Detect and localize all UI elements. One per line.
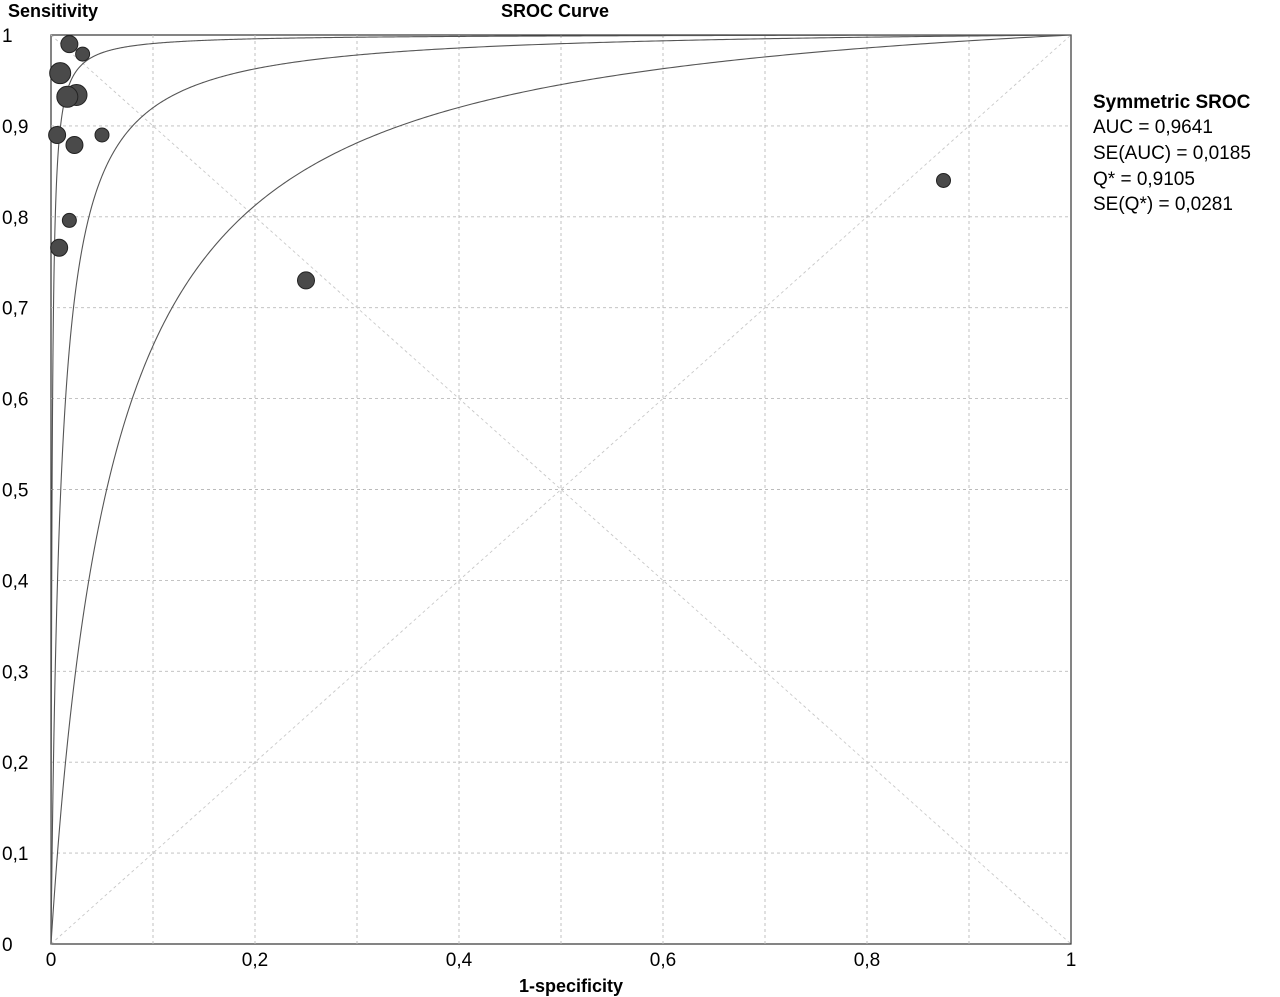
data-point [297, 271, 315, 290]
x-axis-label: 1-specificity [519, 976, 623, 996]
data-point [61, 212, 77, 228]
sroc-confidence-curve [50, 34, 1072, 945]
x-tick-label: 0 [46, 950, 57, 971]
y-tick-label: 0,9 [2, 117, 28, 138]
data-point [936, 172, 951, 188]
y-tick-label: 0,7 [2, 299, 28, 320]
y-tick-label: 0,8 [2, 208, 28, 229]
stats-auc: AUC = 0,9641 [1093, 117, 1213, 138]
sroc-confidence-curve [50, 34, 1071, 944]
data-point [48, 125, 67, 144]
x-tick-label: 0,6 [650, 950, 676, 971]
x-tick-label: 1 [1066, 950, 1077, 971]
y-tick-label: 0,4 [2, 571, 29, 592]
data-point [50, 238, 69, 257]
chart-title: SROC Curve [501, 1, 609, 21]
x-tick-label: 0,4 [446, 950, 473, 971]
stats-q-star: Q* = 0,9105 [1093, 169, 1195, 190]
sroc-fit-curve [50, 34, 1071, 944]
stats-heading: Symmetric SROC [1093, 92, 1251, 113]
y-tick-label: 0 [2, 935, 13, 956]
gridlines [51, 35, 1071, 944]
sroc-curves [50, 34, 1072, 945]
x-tick-label: 0,2 [242, 950, 268, 971]
data-point [94, 127, 110, 143]
stats-se-auc: SE(AUC) = 0,0185 [1093, 143, 1251, 164]
data-point [49, 62, 72, 85]
data-point [60, 35, 79, 54]
stats-panel: Symmetric SROC AUC = 0,9641 SE(AUC) = 0,… [1093, 92, 1251, 215]
y-tick-label: 1 [2, 26, 13, 47]
x-tick-label: 0,8 [854, 950, 880, 971]
y-axis-label: Sensitivity [8, 1, 98, 21]
data-point [56, 85, 79, 108]
x-tick-labels: 0 0,2 0,4 0,6 0,8 1 [46, 950, 1077, 971]
y-tick-label: 0,3 [2, 662, 28, 683]
data-point [65, 135, 84, 154]
y-tick-label: 0,5 [2, 481, 28, 502]
y-tick-label: 0,2 [2, 753, 28, 774]
y-tick-label: 0,6 [2, 390, 28, 411]
stats-se-q: SE(Q*) = 0,0281 [1093, 194, 1233, 215]
data-point [75, 46, 91, 62]
y-tick-label: 0,1 [2, 844, 28, 865]
y-tick-labels: 0 0,1 0,2 0,3 0,4 0,5 0,6 0,7 0,8 0,9 1 [2, 26, 29, 956]
data-points [48, 35, 951, 290]
